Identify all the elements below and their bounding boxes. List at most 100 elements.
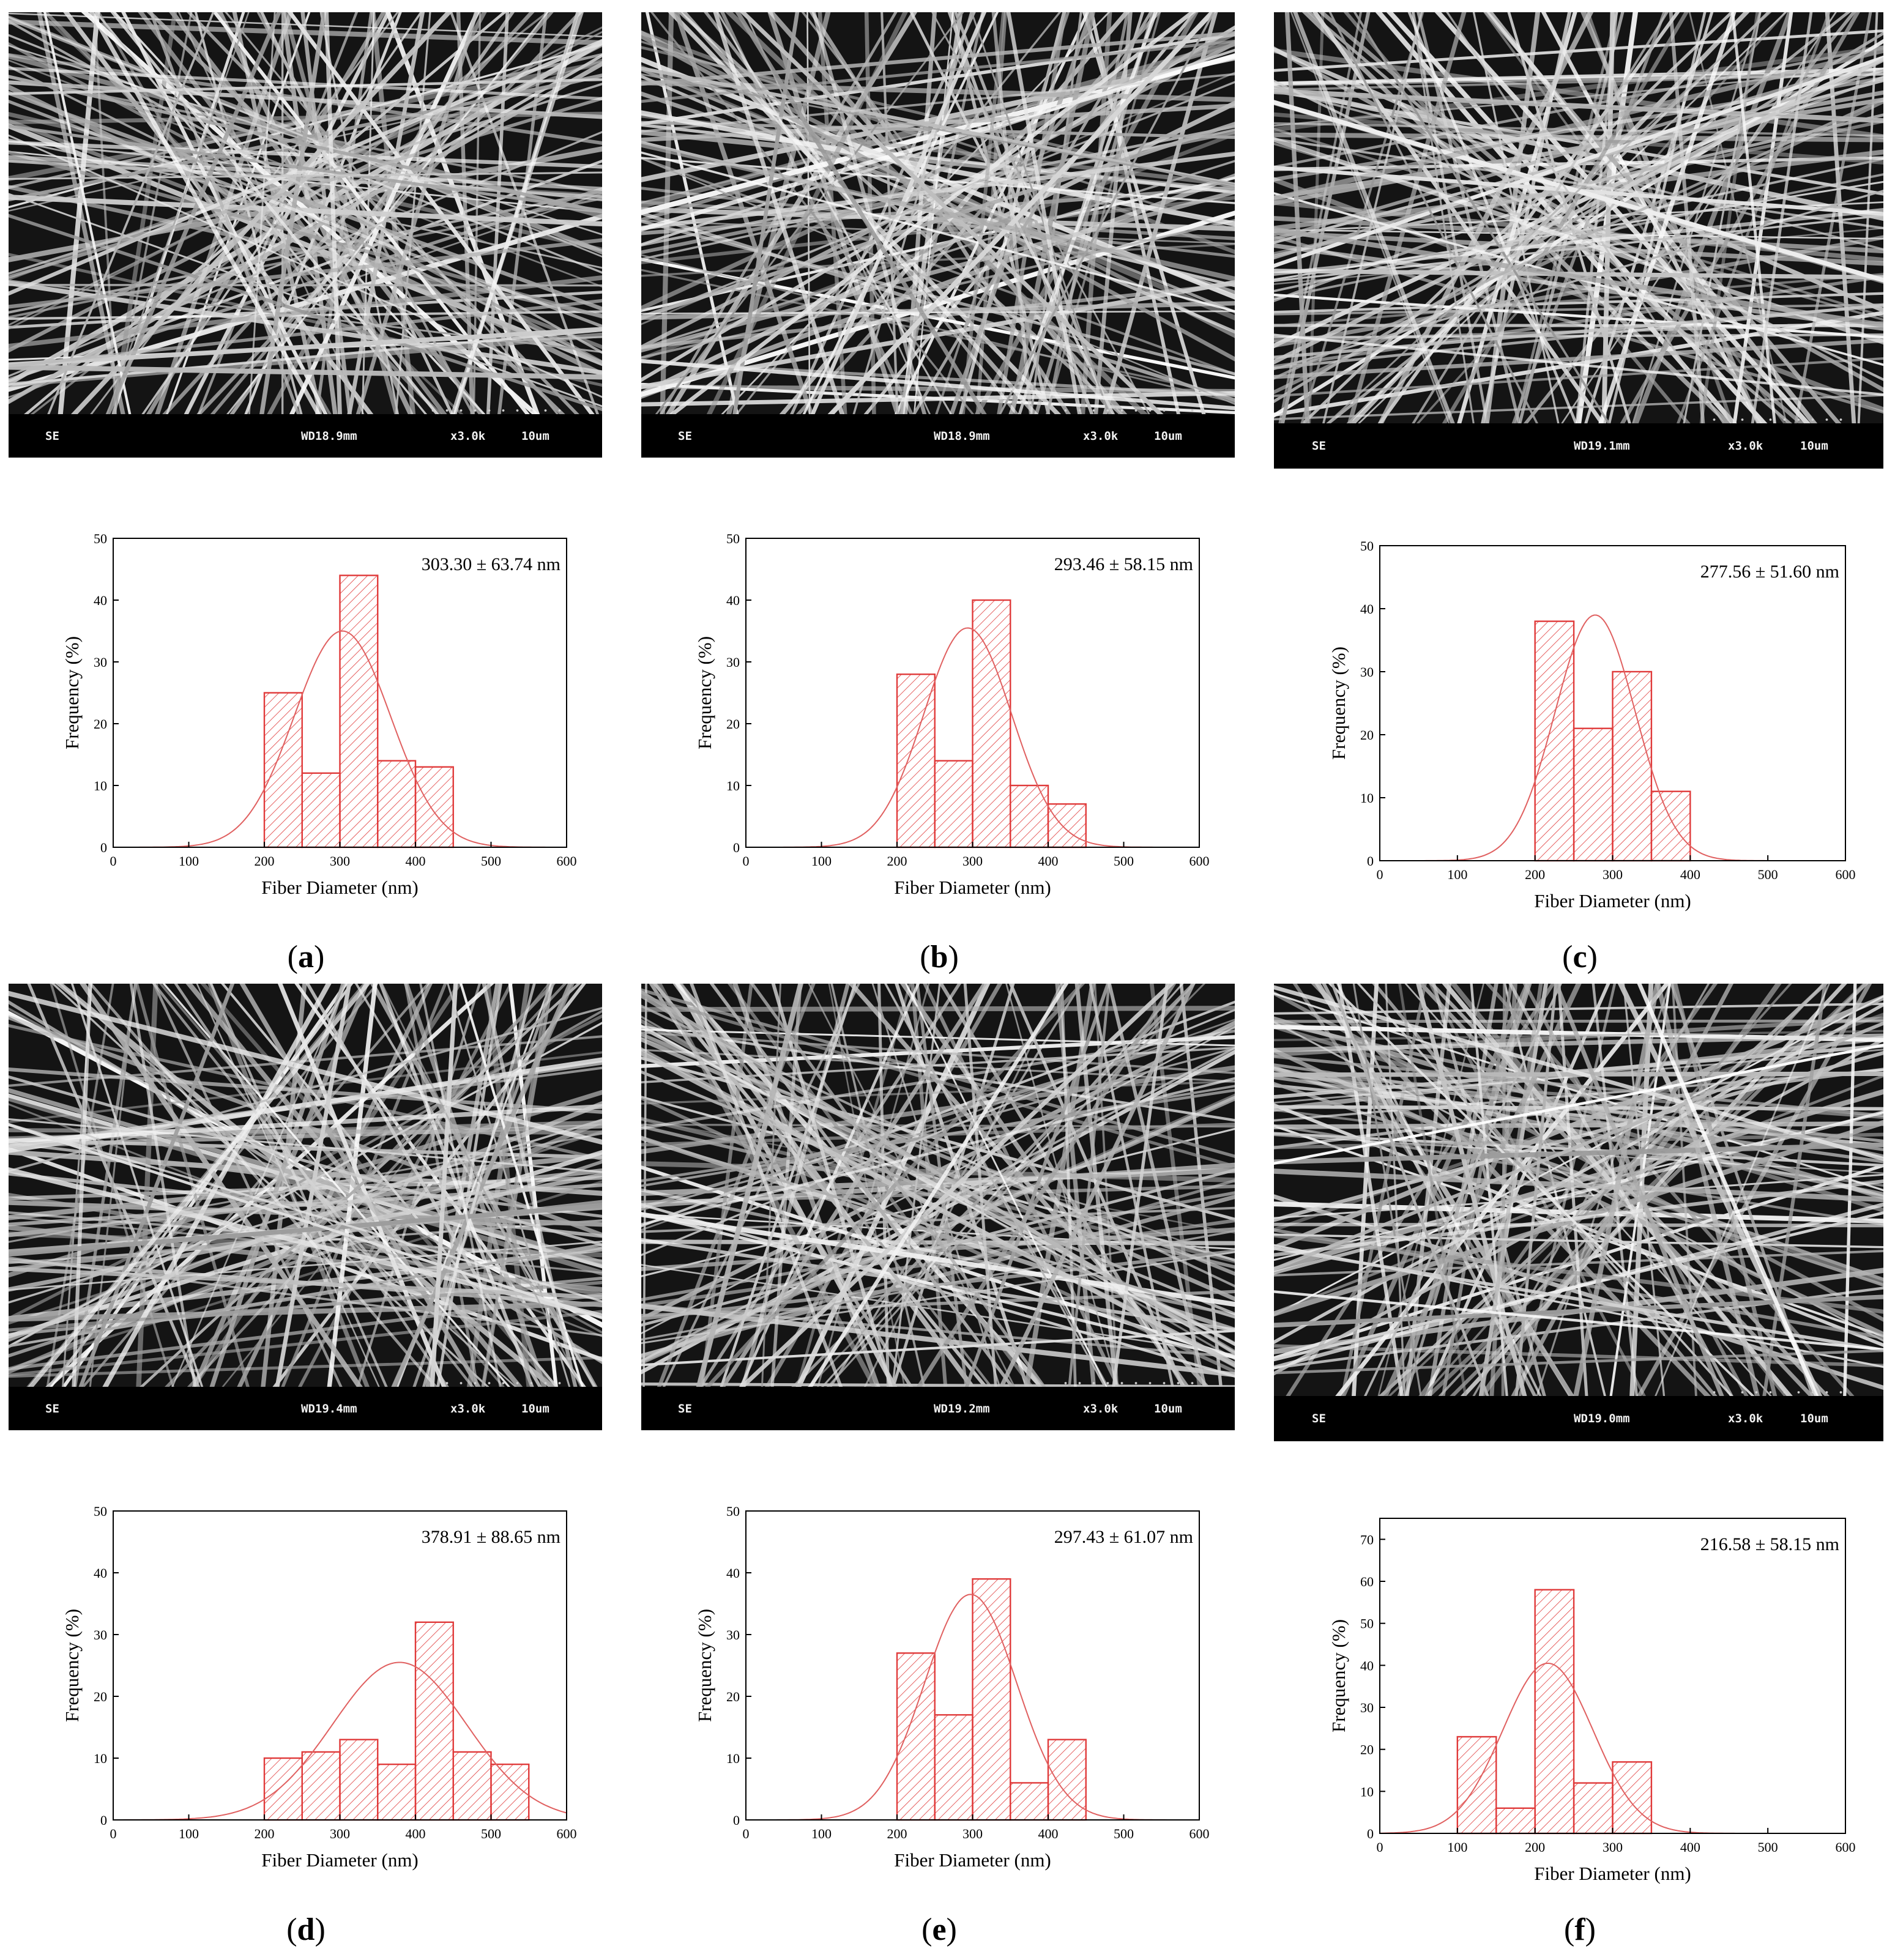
y-tick-label: 0 (733, 1813, 740, 1828)
y-tick-label: 40 (94, 593, 107, 608)
histogram-bar (1573, 1782, 1614, 1835)
sem-magnification: x3.0k (1083, 429, 1119, 443)
x-tick-label: 100 (811, 853, 832, 869)
histogram-bar (414, 1621, 454, 1821)
histogram-bar (301, 772, 341, 848)
panel-label-a: (a) (287, 940, 325, 974)
x-tick-label: 100 (811, 1826, 832, 1841)
histogram-bar (301, 1751, 341, 1821)
scale-bar (426, 1381, 567, 1385)
fiber-network (1274, 984, 1883, 1396)
y-tick-label: 10 (1360, 1784, 1374, 1799)
y-tick-label: 10 (94, 778, 107, 793)
sem-magnification: x3.0k (1728, 439, 1763, 453)
y-tick-label: 0 (1367, 853, 1374, 869)
y-axis-label: Frequency (%) (61, 1609, 83, 1722)
sem-working-distance: WD18.9mm (934, 429, 990, 443)
histogram-chart: 0 100 200 300 400 500 600 0 10 20 30 40 50 Fiber Diam… (61, 1504, 577, 1871)
mean-sd-annotation: 297.43 ± 61.07 nm (1054, 1527, 1193, 1547)
x-tick-label: 600 (557, 853, 577, 869)
histogram-bar (377, 1763, 417, 1821)
y-tick-label: 20 (1360, 1742, 1374, 1758)
panel-label-e: (e) (921, 1912, 957, 1947)
panel-label-f: (f) (1564, 1912, 1596, 1947)
y-tick-label: 40 (726, 1565, 740, 1581)
fiber-network (641, 12, 1235, 414)
y-tick-label: 70 (1360, 1532, 1374, 1547)
mean-sd-annotation: 303.30 ± 63.74 nm (422, 554, 560, 574)
x-tick-label: 400 (1680, 867, 1700, 882)
x-tick-label: 200 (887, 1826, 907, 1841)
histogram-chart: 0 100 200 300 400 500 600 0 10 20 30 40 50 Fiber Diam… (61, 531, 577, 898)
histogram-bar (972, 1578, 1011, 1821)
histogram-bar (1612, 670, 1653, 862)
histogram-bar (339, 1739, 379, 1821)
sem-info-bar: SE WD19.4mm x3.0k 10um (9, 1381, 602, 1430)
sem-scale-label: 10um (1154, 429, 1182, 443)
sem-image-f: SE WD19.0mm x3.0k 10um (1274, 984, 1883, 1441)
sem-info-bar: SE WD18.9mm x3.0k 10um (9, 409, 602, 458)
sem-magnification: x3.0k (450, 429, 486, 443)
sem-mode: SE (1312, 439, 1326, 453)
y-tick-label: 40 (1360, 601, 1374, 617)
scale-bar (1059, 409, 1199, 412)
y-tick-label: 50 (1360, 538, 1374, 554)
sem-working-distance: WD19.1mm (1574, 439, 1630, 453)
histogram-bar (1534, 620, 1575, 862)
y-tick-label: 50 (94, 531, 107, 546)
histogram-f: 0 100 200 300 400 500 600 0 10 20 30 40 50 60 70 Fiber … (1322, 1506, 1860, 1891)
scale-bar (1707, 418, 1848, 421)
sem-working-distance: WD19.4mm (301, 1401, 357, 1416)
y-tick-label: 20 (726, 1689, 740, 1704)
x-tick-label: 400 (1038, 853, 1059, 869)
sem-magnification: x3.0k (1083, 1401, 1119, 1416)
x-tick-label: 200 (887, 853, 907, 869)
histogram-bar (896, 1652, 936, 1821)
sem-image-e: SE WD19.2mm x3.0k 10um (641, 984, 1235, 1430)
panel-label-d: (d) (286, 1912, 326, 1947)
mean-sd-annotation: 378.91 ± 88.65 nm (422, 1527, 560, 1547)
scale-bar (1707, 1390, 1848, 1394)
mean-sd-annotation: 216.58 ± 58.15 nm (1700, 1534, 1839, 1554)
histogram-bar (1047, 1739, 1087, 1821)
histogram-bar (934, 760, 974, 848)
x-tick-label: 0 (110, 1826, 117, 1841)
sem-working-distance: WD19.0mm (1574, 1412, 1630, 1425)
fiber-network (9, 12, 602, 414)
x-tick-label: 400 (1680, 1839, 1700, 1855)
mean-sd-annotation: 277.56 ± 51.60 nm (1700, 562, 1839, 582)
y-tick-label: 0 (100, 840, 107, 855)
x-tick-label: 500 (481, 1826, 501, 1841)
y-axis-label: Frequency (%) (1328, 647, 1349, 760)
y-tick-label: 10 (726, 1751, 740, 1766)
histogram-chart: 0 100 200 300 400 500 600 0 10 20 30 40 50 60 70 Fiber … (1328, 1518, 1856, 1884)
sem-working-distance: WD19.2mm (934, 1401, 990, 1416)
y-tick-label: 50 (94, 1504, 107, 1519)
x-tick-label: 400 (1038, 1826, 1059, 1841)
x-tick-label: 300 (962, 1826, 983, 1841)
x-tick-label: 200 (255, 853, 275, 869)
fiber-network (9, 984, 602, 1387)
y-axis-label: Frequency (%) (1328, 1619, 1349, 1732)
sem-image-d: SE WD19.4mm x3.0k 10um (9, 984, 602, 1430)
sem-mode: SE (678, 429, 692, 443)
sem-magnification: x3.0k (1728, 1412, 1763, 1425)
histogram-bar (414, 766, 454, 848)
x-tick-label: 100 (1447, 1839, 1467, 1855)
x-tick-label: 500 (481, 853, 501, 869)
x-tick-label: 500 (1114, 853, 1134, 869)
x-tick-label: 200 (255, 1826, 275, 1841)
sem-info-bar: SE WD18.9mm x3.0k 10um (641, 409, 1235, 458)
x-tick-label: 100 (179, 1826, 199, 1841)
y-tick-label: 40 (94, 1565, 107, 1581)
y-tick-label: 30 (1360, 664, 1374, 680)
histogram-bar (490, 1763, 530, 1821)
x-tick-label: 500 (1758, 867, 1778, 882)
sem-mode: SE (45, 429, 59, 443)
y-tick-label: 30 (726, 1627, 740, 1643)
histogram-bar (452, 1751, 492, 1821)
histogram-c: 0 100 200 300 400 500 600 0 10 20 30 40 50 Fiber Diam… (1322, 533, 1860, 919)
x-tick-label: 200 (1525, 867, 1545, 882)
x-tick-label: 0 (1377, 1839, 1383, 1855)
sem-info-bar: SE WD19.2mm x3.0k 10um (641, 1381, 1235, 1430)
